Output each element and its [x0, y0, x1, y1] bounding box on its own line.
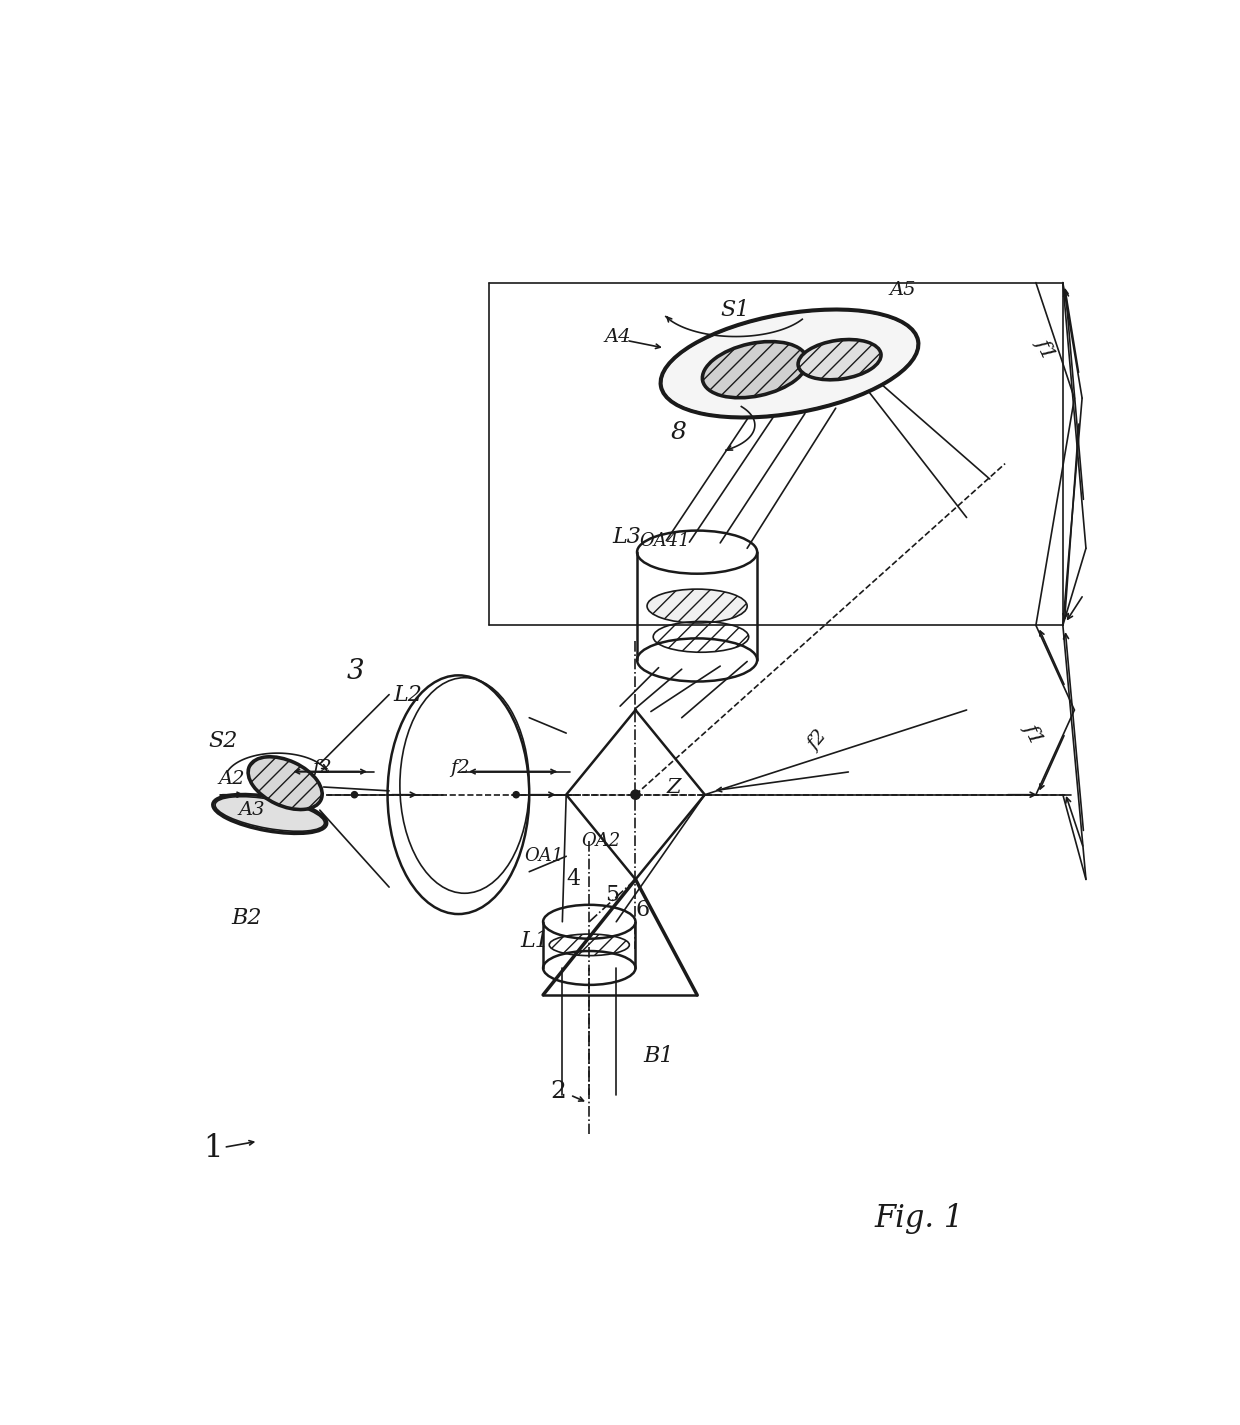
Ellipse shape	[213, 795, 326, 834]
Text: 8: 8	[670, 422, 686, 445]
Text: 6: 6	[635, 899, 650, 921]
Text: L1: L1	[520, 931, 549, 952]
Text: A5: A5	[889, 281, 916, 299]
Text: L2: L2	[393, 684, 422, 705]
Ellipse shape	[797, 339, 882, 380]
Text: A3: A3	[239, 801, 265, 819]
Text: f2: f2	[450, 758, 470, 777]
Text: 4: 4	[567, 868, 580, 891]
Circle shape	[631, 789, 640, 799]
Text: L3: L3	[613, 526, 641, 547]
Ellipse shape	[660, 309, 919, 418]
Text: f2: f2	[805, 728, 831, 754]
Text: f2: f2	[312, 758, 332, 777]
Text: B2: B2	[231, 906, 262, 929]
Text: A4: A4	[605, 328, 631, 345]
Ellipse shape	[248, 757, 322, 809]
Text: S1: S1	[720, 299, 749, 321]
Text: Fig. 1: Fig. 1	[874, 1203, 963, 1234]
Text: 1: 1	[203, 1133, 222, 1164]
Text: 2: 2	[551, 1080, 567, 1103]
Text: OA1: OA1	[525, 848, 564, 865]
Text: 3: 3	[347, 658, 365, 685]
Text: f1: f1	[1021, 720, 1047, 747]
Ellipse shape	[647, 589, 748, 623]
Text: OA41: OA41	[640, 532, 691, 550]
Text: 5: 5	[605, 884, 619, 906]
Text: S2: S2	[208, 730, 238, 752]
Ellipse shape	[702, 341, 808, 399]
Circle shape	[513, 792, 520, 798]
Text: f1: f1	[1032, 335, 1058, 362]
Text: A2: A2	[218, 771, 244, 788]
Text: OA2: OA2	[582, 832, 621, 849]
Circle shape	[351, 792, 357, 798]
Text: B1: B1	[644, 1046, 673, 1067]
Text: Z: Z	[666, 778, 681, 797]
